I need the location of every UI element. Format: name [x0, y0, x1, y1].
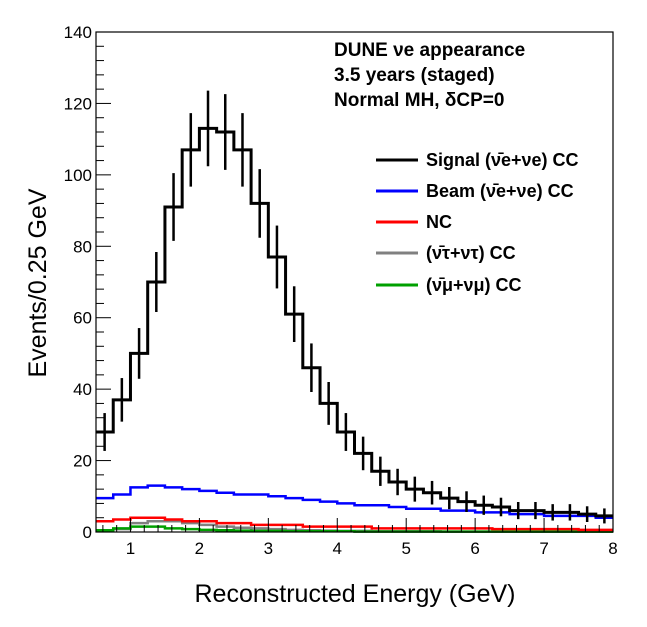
y-tick-label: 80	[73, 237, 92, 256]
y-tick-label: 120	[64, 94, 92, 113]
series-nc	[96, 516, 613, 532]
legend: Signal (ν̄e+νe) CC Beam (ν̄e+νe) CC NC (…	[376, 150, 579, 295]
y-tick-label: 0	[83, 523, 92, 542]
series-signal	[96, 90, 613, 524]
x-tick-label: 3	[264, 539, 273, 558]
legend-label-beam: Beam (ν̄e+νe) CC	[426, 181, 574, 201]
legend-entry-nutau: (ν̄τ+ντ) CC	[376, 243, 516, 263]
x-tick-label: 6	[470, 539, 479, 558]
plot-frame	[95, 31, 614, 533]
title-line-3: Normal MH, δCP=0	[334, 90, 504, 111]
x-tick-label: 2	[195, 539, 204, 558]
x-tick-label: 5	[401, 539, 410, 558]
series-beam	[96, 484, 613, 519]
y-tick-label: 20	[73, 452, 92, 471]
histogram-line-nc	[96, 516, 613, 532]
x-axis-title: Reconstructed Energy (GeV)	[195, 580, 516, 608]
x-tick-label: 7	[539, 539, 548, 558]
title-line-2: 3.5 years (staged)	[334, 65, 495, 86]
x-tick-label: 4	[333, 539, 342, 558]
histogram-line-beam	[96, 484, 613, 519]
title-line-1: DUNE νe appearance	[334, 40, 525, 61]
legend-entry-beam: Beam (ν̄e+νe) CC	[376, 181, 574, 201]
legend-label-nutau: (ν̄τ+ντ) CC	[426, 243, 516, 263]
x-tick-label: 8	[608, 539, 617, 558]
title-block: DUNE νe appearance 3.5 years (staged) No…	[334, 40, 525, 111]
legend-entry-nc: NC	[376, 212, 452, 232]
y-tick-label: 100	[64, 166, 92, 185]
series-layer	[96, 90, 613, 533]
legend-label-signal: Signal (ν̄e+νe) CC	[426, 150, 579, 170]
legend-entry-signal: Signal (ν̄e+νe) CC	[376, 150, 579, 170]
legend-label-nc: NC	[426, 212, 452, 232]
x-tick-label: 1	[126, 539, 135, 558]
legend-label-numu: (ν̄μ+νμ) CC	[426, 275, 522, 295]
y-axis-title: Events/0.25 GeV	[24, 188, 52, 377]
y-tick-label: 40	[73, 380, 92, 399]
y-tick-label: 60	[73, 309, 92, 328]
legend-entry-numu: (ν̄μ+νμ) CC	[376, 275, 522, 295]
axes-layer	[95, 31, 614, 533]
y-tick-label: 140	[64, 23, 92, 42]
